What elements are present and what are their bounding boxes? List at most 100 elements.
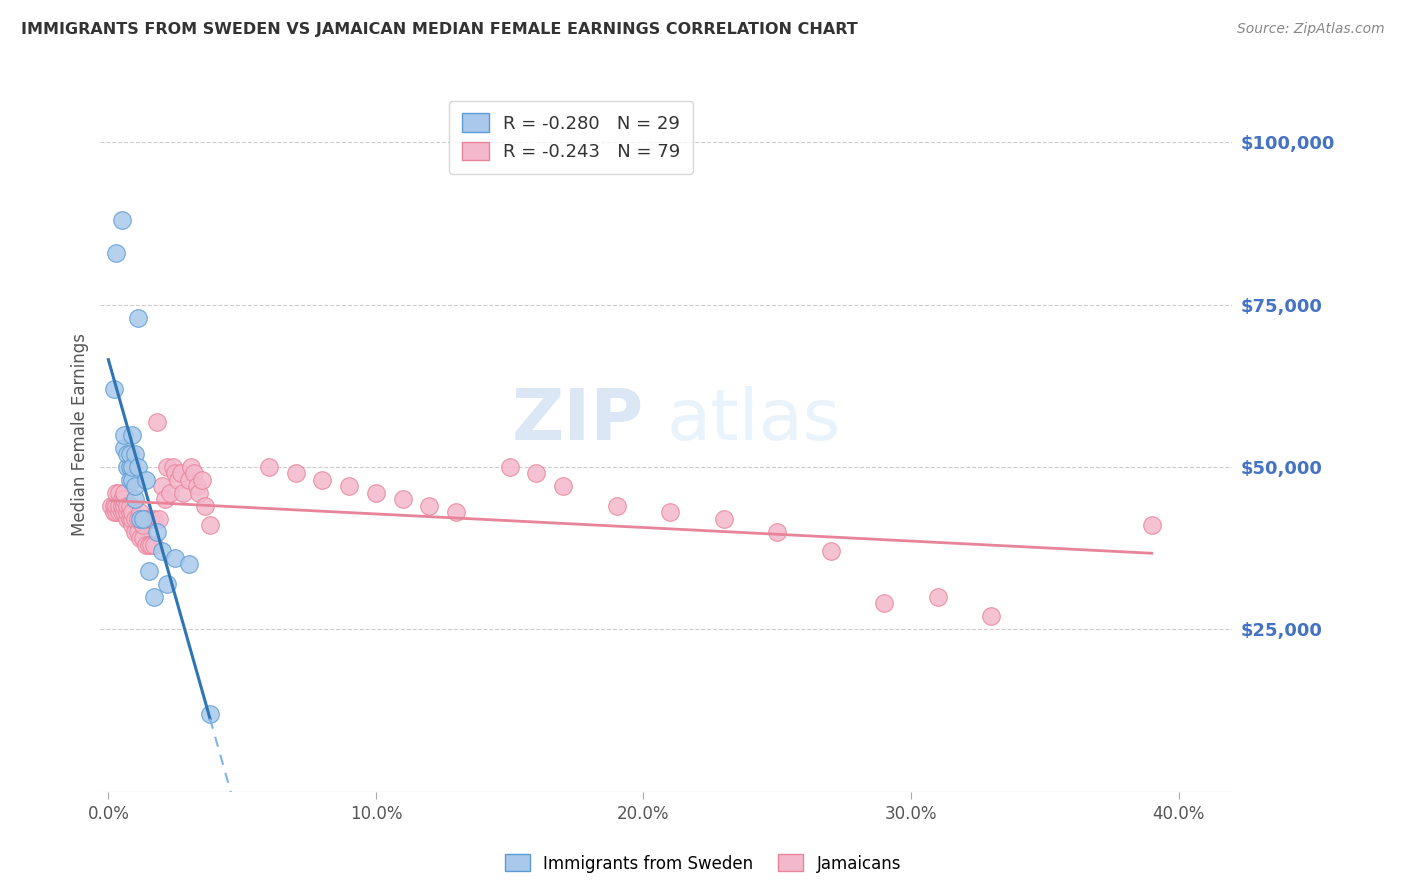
Point	[115, 499, 138, 513]
Point	[118, 499, 141, 513]
Point	[337, 479, 360, 493]
Point	[418, 499, 440, 513]
Point	[150, 544, 173, 558]
Point	[766, 524, 789, 539]
Point	[121, 473, 143, 487]
Point	[145, 524, 167, 539]
Point	[172, 486, 194, 500]
Point	[873, 596, 896, 610]
Point	[132, 512, 155, 526]
Point	[118, 460, 141, 475]
Point	[150, 479, 173, 493]
Point	[115, 505, 138, 519]
Text: atlas: atlas	[666, 385, 841, 455]
Point	[121, 427, 143, 442]
Point	[927, 590, 949, 604]
Point	[100, 499, 122, 513]
Point	[444, 505, 467, 519]
Point	[713, 512, 735, 526]
Point	[105, 486, 128, 500]
Point	[105, 499, 128, 513]
Point	[121, 460, 143, 475]
Point	[111, 499, 134, 513]
Point	[112, 486, 135, 500]
Point	[111, 213, 134, 227]
Point	[198, 706, 221, 721]
Point	[167, 473, 190, 487]
Point	[169, 467, 191, 481]
Point	[112, 441, 135, 455]
Point	[115, 512, 138, 526]
Point	[165, 550, 187, 565]
Point	[132, 518, 155, 533]
Point	[112, 499, 135, 513]
Point	[148, 512, 170, 526]
Point	[127, 460, 149, 475]
Point	[198, 518, 221, 533]
Point	[138, 564, 160, 578]
Point	[188, 486, 211, 500]
Point	[111, 505, 134, 519]
Point	[108, 486, 131, 500]
Point	[194, 499, 217, 513]
Point	[156, 577, 179, 591]
Point	[1140, 518, 1163, 533]
Point	[124, 447, 146, 461]
Point	[141, 512, 163, 526]
Point	[127, 512, 149, 526]
Y-axis label: Median Female Earnings: Median Female Earnings	[72, 333, 89, 536]
Point	[257, 460, 280, 475]
Point	[115, 460, 138, 475]
Point	[124, 492, 146, 507]
Point	[191, 473, 214, 487]
Point	[112, 505, 135, 519]
Text: ZIP: ZIP	[512, 385, 644, 455]
Point	[177, 473, 200, 487]
Point	[183, 467, 205, 481]
Point	[112, 427, 135, 442]
Text: Source: ZipAtlas.com: Source: ZipAtlas.com	[1237, 22, 1385, 37]
Point	[103, 382, 125, 396]
Point	[553, 479, 575, 493]
Point	[129, 532, 152, 546]
Point	[141, 538, 163, 552]
Point	[499, 460, 522, 475]
Point	[108, 499, 131, 513]
Point	[127, 524, 149, 539]
Point	[127, 310, 149, 325]
Point	[159, 486, 181, 500]
Point	[526, 467, 548, 481]
Point	[311, 473, 333, 487]
Point	[118, 447, 141, 461]
Point	[135, 538, 157, 552]
Point	[124, 524, 146, 539]
Point	[132, 532, 155, 546]
Point	[105, 505, 128, 519]
Point	[124, 512, 146, 526]
Point	[118, 505, 141, 519]
Point	[103, 505, 125, 519]
Point	[135, 473, 157, 487]
Point	[162, 460, 184, 475]
Point	[820, 544, 842, 558]
Point	[129, 505, 152, 519]
Point	[103, 499, 125, 513]
Point	[118, 512, 141, 526]
Point	[364, 486, 387, 500]
Point	[659, 505, 682, 519]
Legend: Immigrants from Sweden, Jamaicans: Immigrants from Sweden, Jamaicans	[498, 847, 908, 880]
Point	[105, 245, 128, 260]
Point	[142, 538, 165, 552]
Point	[129, 512, 152, 526]
Point	[142, 512, 165, 526]
Point	[121, 518, 143, 533]
Point	[156, 460, 179, 475]
Point	[180, 460, 202, 475]
Point	[606, 499, 628, 513]
Point	[112, 492, 135, 507]
Point	[980, 609, 1002, 624]
Point	[124, 479, 146, 493]
Point	[391, 492, 413, 507]
Text: IMMIGRANTS FROM SWEDEN VS JAMAICAN MEDIAN FEMALE EARNINGS CORRELATION CHART: IMMIGRANTS FROM SWEDEN VS JAMAICAN MEDIA…	[21, 22, 858, 37]
Point	[186, 479, 208, 493]
